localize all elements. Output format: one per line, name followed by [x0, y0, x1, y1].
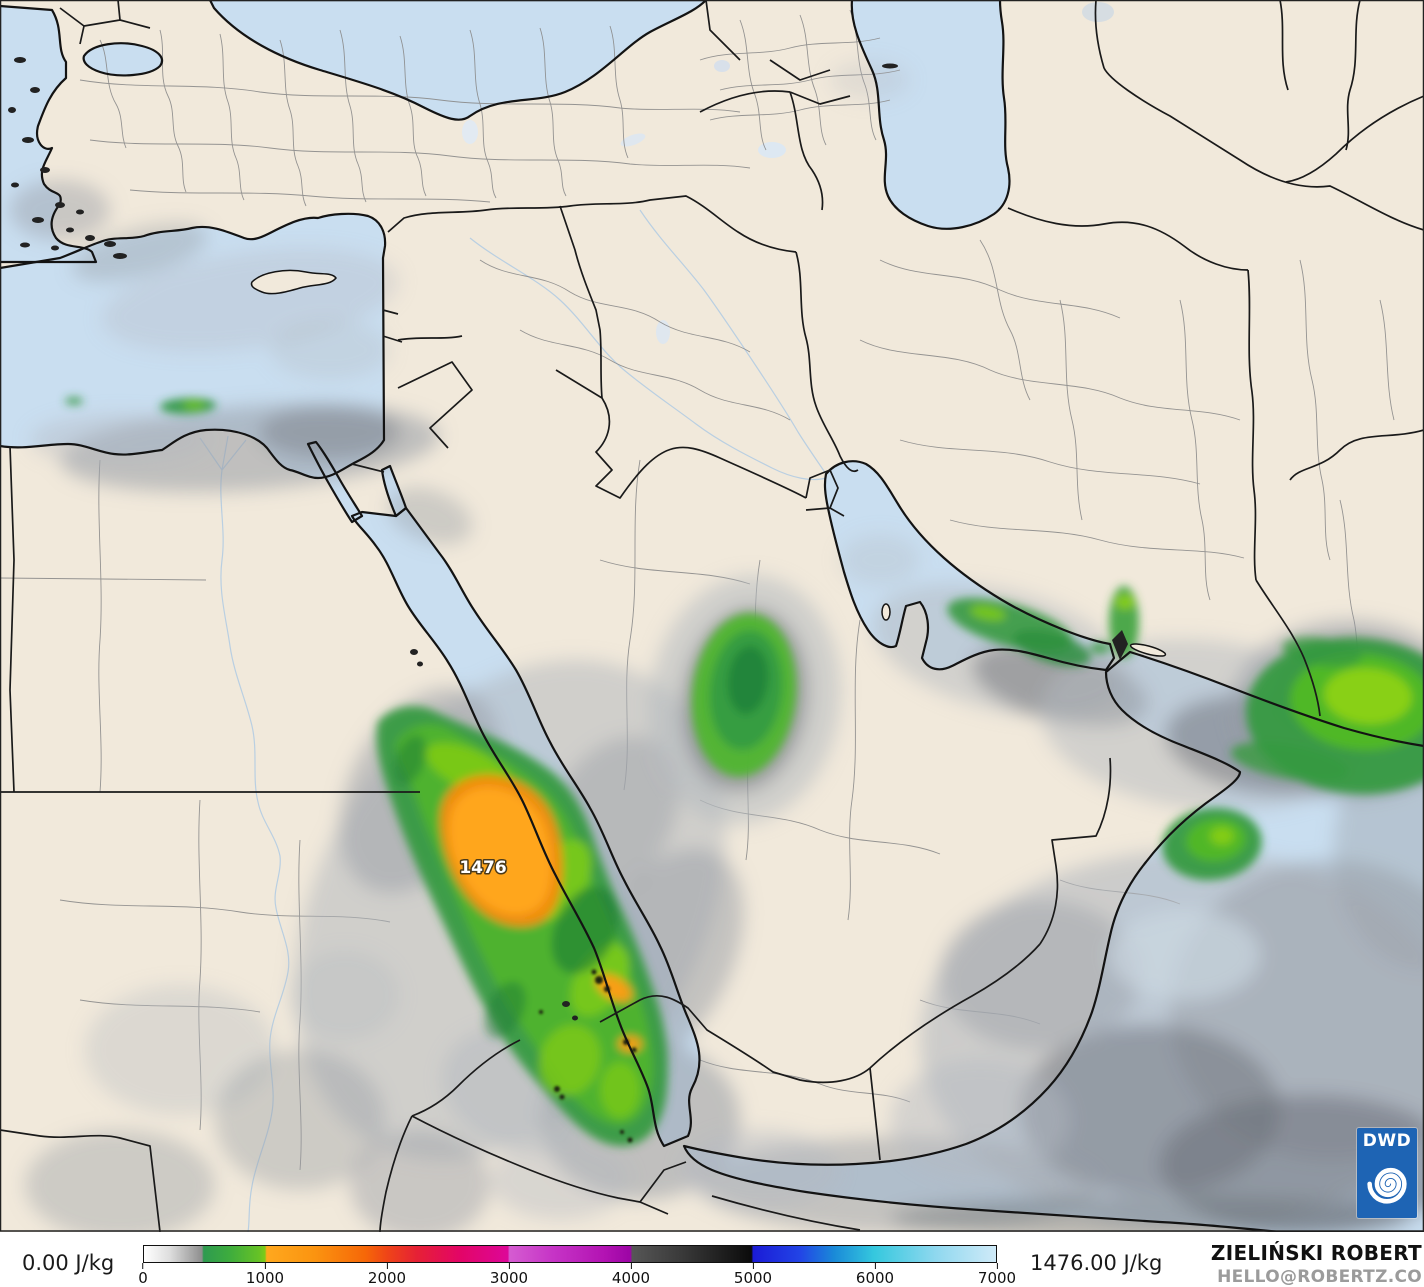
map-canvas: 1476 DWD [0, 0, 1424, 1232]
colorbar-tick-2000: 2000 [368, 1263, 406, 1287]
tigris-river [639, 209, 827, 475]
middle-east-cape-map: 1476 [0, 0, 1424, 1232]
author-name: ZIELIŃSKI ROBERT [1210, 1241, 1422, 1265]
colorbar-wrap: 0 1000 2000 3000 4000 5000 6000 7000 [138, 1245, 1016, 1287]
colorbar-tick-0: 0 [138, 1263, 148, 1287]
colorbar-tick-7000: 7000 [978, 1263, 1016, 1287]
author-contact: HELLO@ROBERTZ.CO [1217, 1267, 1422, 1287]
dwd-logo-text: DWD [1362, 1131, 1412, 1151]
islands [8, 57, 1128, 1021]
colorbar-ticks: 0 1000 2000 3000 4000 5000 6000 7000 [138, 1263, 1016, 1287]
legend-bar: 0.00 J/kg 0 1000 2000 3000 4000 5000 6000 7000 … [0, 1232, 1424, 1287]
country-borders [0, 0, 1424, 1232]
bahrain-island [881, 603, 891, 621]
colorbar [143, 1245, 997, 1263]
colorbar-tick-5000: 5000 [734, 1263, 772, 1287]
water-bodies [0, 0, 1424, 1232]
attribution: ZIELIŃSKI ROBERT HELLO@ROBERTZ.CO [1211, 1241, 1422, 1287]
islands-outlined [250, 269, 1167, 657]
dwd-logo: DWD [1357, 1128, 1417, 1218]
colorbar-tick-1000: 1000 [246, 1263, 284, 1287]
euphrates-river [469, 237, 827, 481]
cyprus-island [250, 269, 337, 295]
colorbar-tick-4000: 4000 [612, 1263, 650, 1287]
dwd-spiral-icon [1367, 1167, 1407, 1204]
legend-min-label: 0.00 J/kg [22, 1251, 115, 1275]
legend-max-label: 1476.00 J/kg [1030, 1251, 1163, 1275]
colorbar-tick-6000: 6000 [856, 1263, 894, 1287]
qeshm-island [1129, 643, 1167, 657]
map-value-annotation: 1476 [459, 858, 506, 878]
admin-borders [0, 9, 1395, 1171]
colorbar-tick-3000: 3000 [490, 1263, 528, 1287]
